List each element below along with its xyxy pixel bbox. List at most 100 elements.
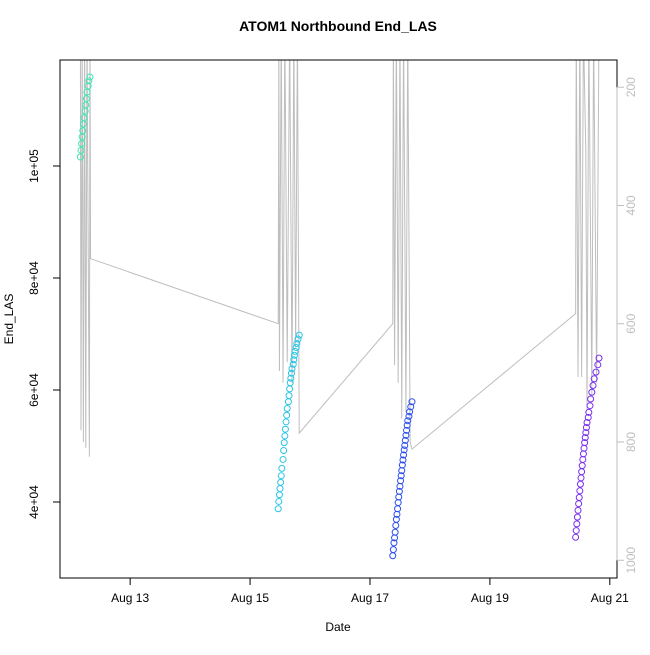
point	[588, 388, 596, 396]
point	[280, 446, 288, 454]
point	[392, 515, 400, 523]
point	[282, 418, 290, 426]
point	[581, 434, 589, 442]
point	[279, 455, 287, 463]
point	[295, 331, 303, 339]
point	[391, 528, 399, 536]
x-tick-label: Aug 17	[351, 591, 389, 605]
point	[397, 472, 405, 480]
point	[274, 505, 282, 513]
point	[395, 487, 403, 495]
x-tick-label: Aug 21	[591, 591, 629, 605]
point	[572, 527, 580, 535]
y-tick-label: 1e+05	[27, 149, 41, 183]
y-tick-label: 6e+04	[27, 373, 41, 407]
point	[406, 408, 414, 416]
point	[407, 403, 415, 411]
point	[403, 421, 411, 429]
point	[289, 360, 297, 368]
point	[294, 335, 302, 343]
chart-title: ATOM1 Northbound End_LAS	[239, 18, 437, 34]
point	[585, 408, 593, 416]
y2-tick-label: 600	[624, 313, 638, 333]
point	[572, 533, 580, 541]
point	[389, 546, 397, 554]
x-tick-label: Aug 13	[111, 591, 149, 605]
point	[277, 472, 285, 480]
x-tick-label: Aug 19	[471, 591, 509, 605]
x-tick-label: Aug 15	[231, 591, 269, 605]
point	[582, 424, 590, 432]
point	[286, 379, 294, 387]
y2-tick-label: 1000	[624, 547, 638, 574]
x-axis-label: Date	[325, 620, 351, 634]
point	[78, 140, 86, 148]
point	[594, 361, 602, 369]
point	[85, 77, 93, 85]
point	[405, 412, 413, 420]
point	[283, 404, 291, 412]
point	[77, 146, 85, 154]
point	[595, 354, 603, 362]
point	[84, 82, 92, 90]
point	[402, 431, 410, 439]
point	[408, 398, 416, 406]
point	[290, 351, 298, 359]
point	[275, 497, 283, 505]
point	[400, 446, 408, 454]
y-tick-label: 4e+04	[27, 485, 41, 519]
y-tick-label: 8e+04	[27, 261, 41, 295]
point	[390, 539, 398, 547]
point	[400, 451, 408, 459]
point	[285, 392, 293, 400]
point	[582, 429, 590, 437]
point	[291, 347, 299, 355]
point	[80, 114, 88, 122]
point	[287, 374, 295, 382]
y2-tick-label: 400	[624, 195, 638, 215]
point	[277, 478, 285, 486]
point	[283, 411, 291, 419]
point	[397, 477, 405, 485]
point	[590, 375, 598, 383]
point	[573, 513, 581, 521]
point	[404, 417, 412, 425]
y2-tick-label: 800	[624, 432, 638, 452]
y-axis-label: End_LAS	[2, 294, 16, 345]
point	[79, 127, 87, 135]
point	[401, 436, 409, 444]
point	[281, 425, 289, 433]
point	[399, 456, 407, 464]
point	[288, 365, 296, 373]
point	[280, 439, 288, 447]
point	[86, 73, 94, 81]
point	[573, 520, 581, 528]
point	[401, 441, 409, 449]
point	[586, 402, 594, 410]
point	[584, 413, 592, 421]
point	[574, 506, 582, 514]
point	[589, 382, 597, 390]
point	[575, 494, 583, 502]
series-line	[79, 60, 600, 457]
point-layer	[76, 73, 603, 560]
point	[398, 461, 406, 469]
point	[581, 439, 589, 447]
point	[587, 395, 595, 403]
point	[278, 464, 286, 472]
point	[82, 95, 90, 103]
point	[293, 340, 301, 348]
point	[576, 487, 584, 495]
point	[403, 426, 411, 434]
point	[583, 418, 591, 426]
point	[287, 369, 295, 377]
point	[292, 343, 300, 351]
line-layer	[79, 60, 600, 457]
y2-tick-label: 200	[624, 77, 638, 97]
point	[592, 368, 600, 376]
point	[290, 356, 298, 364]
point	[76, 153, 84, 161]
point	[281, 432, 289, 440]
